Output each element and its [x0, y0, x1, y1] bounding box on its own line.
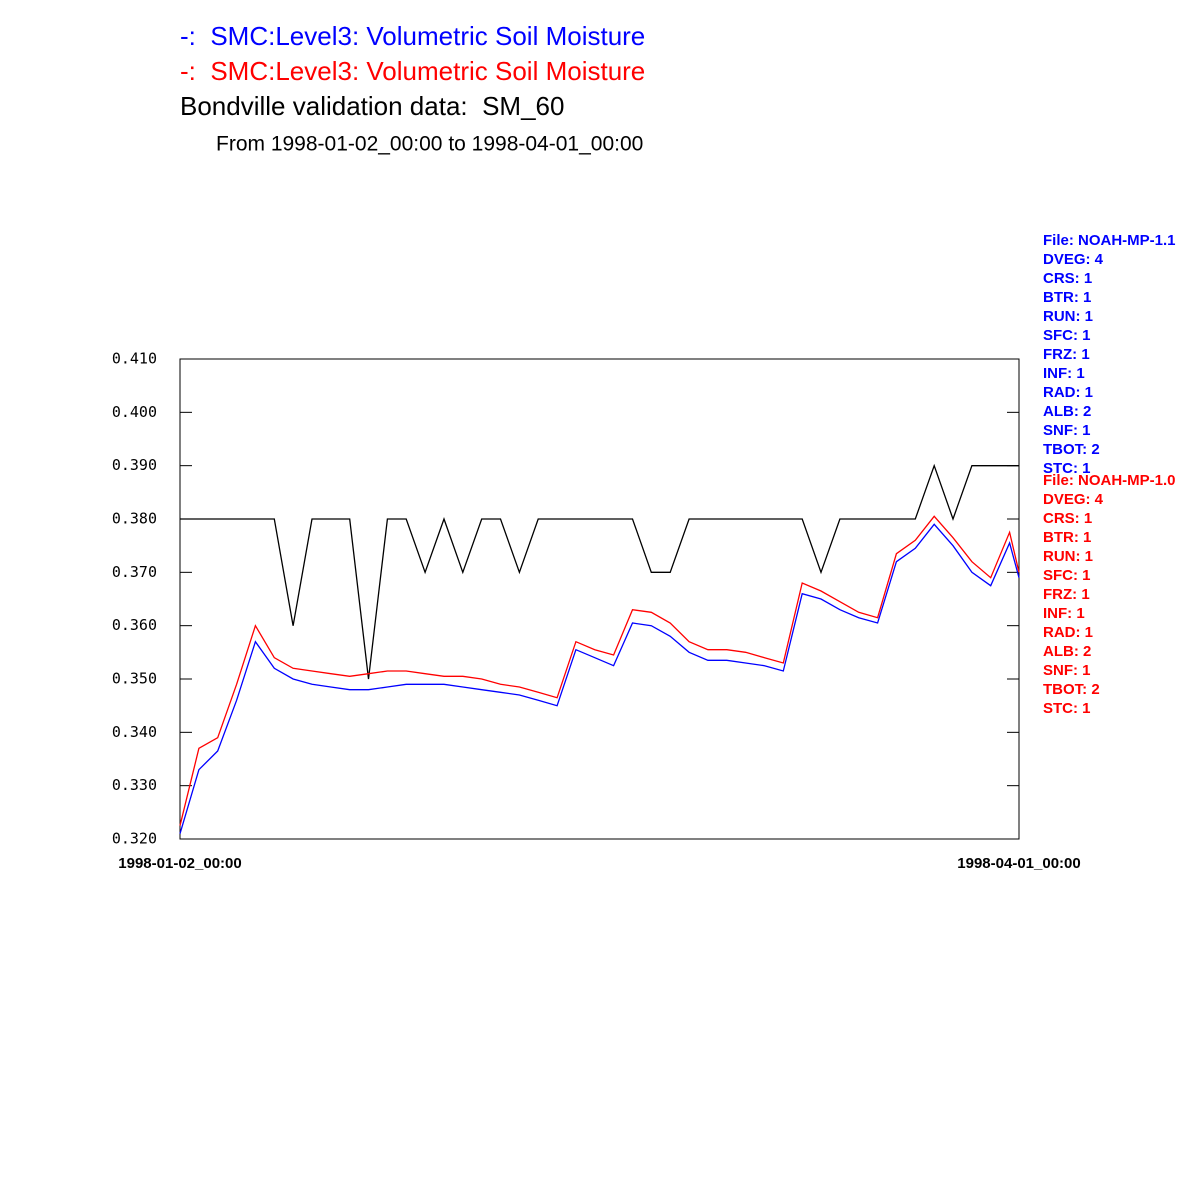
y-tick-label: 0.340 [112, 723, 157, 741]
legend-info: BTR: 1 [1043, 529, 1091, 546]
x-tick-label: 1998-01-02_00:00 [118, 855, 241, 872]
y-tick-label: 0.330 [112, 776, 157, 794]
series-title: -: SMC:Level3: Volumetric Soil Moisture [180, 21, 645, 51]
legend-info: File: NOAH-MP-1.0 [1043, 472, 1176, 489]
legend-info: ALB: 2 [1043, 403, 1091, 420]
legend-info: FRZ: 1 [1043, 586, 1090, 603]
legend-info: TBOT: 2 [1043, 441, 1100, 458]
legend-info: ALB: 2 [1043, 643, 1091, 660]
plot-frame [179, 358, 1020, 840]
legend-info: CRS: 1 [1043, 270, 1092, 287]
series-line [180, 463, 1019, 680]
series-line [179, 515, 1020, 826]
legend-info: CRS: 1 [1043, 510, 1092, 527]
legend-info: STC: 1 [1043, 700, 1091, 717]
x-tick-label: 1998-04-01_00:00 [957, 855, 1080, 872]
legend-info: BTR: 1 [1043, 289, 1091, 306]
legend-info: STC: 1 [1043, 460, 1091, 477]
y-tick-label: 0.370 [112, 563, 157, 581]
legend-info: SFC: 1 [1043, 567, 1091, 584]
y-tick-label: 0.380 [112, 510, 157, 528]
legend-info: RUN: 1 [1043, 308, 1093, 325]
legend-info: RAD: 1 [1043, 384, 1093, 401]
legend-info: SNF: 1 [1043, 662, 1091, 679]
legend-info: FRZ: 1 [1043, 346, 1090, 363]
y-tick-label: 0.350 [112, 670, 157, 688]
y-tick-label: 0.390 [112, 456, 157, 474]
legend-info: SNF: 1 [1043, 422, 1091, 439]
legend-info: RUN: 1 [1043, 548, 1093, 565]
y-tick-label: 0.320 [112, 830, 157, 848]
y-tick-label: 0.360 [112, 616, 157, 634]
y-tick-label: 0.410 [112, 350, 157, 368]
legend-info: SFC: 1 [1043, 327, 1091, 344]
legend-info: DVEG: 4 [1043, 251, 1104, 268]
y-tick-label: 0.400 [112, 403, 157, 421]
legend-info: DVEG: 4 [1043, 491, 1104, 508]
series-title: Bondville validation data: SM_60 [180, 91, 564, 121]
series-title: -: SMC:Level3: Volumetric Soil Moisture [180, 56, 645, 86]
legend-info: TBOT: 2 [1043, 681, 1100, 698]
legend-info: INF: 1 [1043, 605, 1085, 622]
series-line [179, 523, 1020, 834]
legend-info: RAD: 1 [1043, 624, 1093, 641]
legend-info: File: NOAH-MP-1.1 [1043, 232, 1176, 249]
chart-subtitle: From 1998-01-02_00:00 to 1998-04-01_00:0… [216, 133, 643, 156]
legend-info: INF: 1 [1043, 365, 1085, 382]
